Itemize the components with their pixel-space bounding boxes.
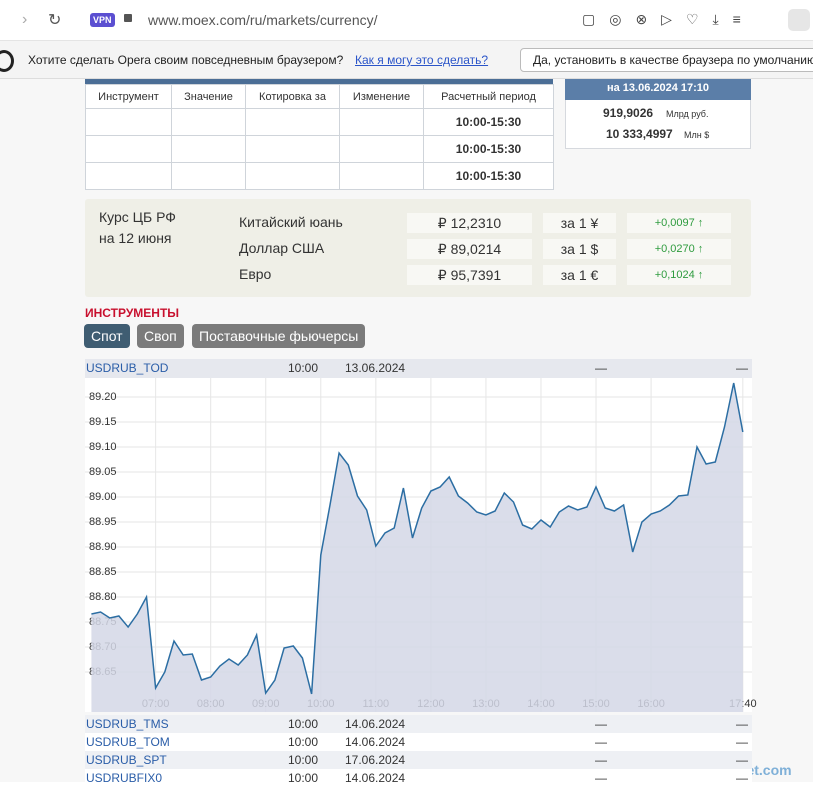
quote-date: 14.06.2024 — [345, 735, 406, 749]
rate-cell: ₽ 95,7391 — [407, 265, 532, 285]
rate-cell: ₽ 89,0214 — [407, 239, 532, 259]
y-tick-label: 89.10 — [89, 441, 117, 453]
y-tick-label: 88.95 — [89, 516, 117, 528]
quote-value: — — [595, 771, 607, 785]
quote-date: 17.06.2024 — [345, 753, 406, 767]
quote-change: — — [736, 717, 748, 731]
ticker-link[interactable]: USDRUBFIX0 — [86, 771, 163, 785]
table-cell — [339, 162, 424, 190]
currency-name: Доллар США — [239, 240, 325, 256]
quote-value: — — [595, 717, 607, 731]
table-cell — [171, 108, 246, 136]
tab[interactable]: Поставочные фьючерсы — [192, 324, 366, 348]
change-cell: +0,0270 ↑ — [627, 239, 731, 259]
quote-row — [85, 715, 752, 733]
quote-row — [85, 751, 752, 769]
lock-icon — [124, 14, 132, 22]
table-cell — [245, 162, 340, 190]
quote-time: 10:00 — [288, 753, 319, 767]
y-tick-label: 88.80 — [89, 591, 117, 603]
area — [91, 383, 743, 712]
quote-change: — — [736, 771, 748, 785]
quote-change: — — [736, 735, 748, 749]
per-cell: за 1 ¥ — [543, 213, 616, 233]
ticker-link[interactable]: USDRUB_SPT — [86, 753, 167, 767]
table-header-cell: Инструмент — [85, 84, 172, 109]
period-cell: 10:00-15:30 — [423, 108, 554, 136]
quote-time: 10:00 — [288, 771, 319, 785]
rate-cell: ₽ 12,2310 — [407, 213, 532, 233]
y-tick-label: 88.85 — [89, 566, 117, 578]
opera-logo — [0, 50, 14, 72]
line — [91, 382, 744, 695]
y-tick-label: 89.05 — [89, 466, 117, 478]
instruments-title: ИНСТРУМЕНТЫ — [85, 306, 180, 320]
table-cell — [85, 108, 172, 136]
period-cell: 10:00-15:30 — [423, 135, 554, 163]
change-cell: +0,1024 ↑ — [627, 265, 731, 285]
table-cell — [171, 135, 246, 163]
forward-button[interactable]: › — [22, 11, 28, 28]
currency-name: Евро — [239, 266, 272, 282]
quote-value: — — [595, 753, 607, 767]
quote-value: — — [595, 361, 607, 375]
reload-button[interactable]: ↻ — [48, 12, 62, 29]
selected-row — [85, 359, 752, 378]
table-header-cell: Расчетный период — [423, 84, 554, 109]
cbr-date: на 12 июня — [99, 230, 172, 246]
table-cell — [85, 135, 172, 163]
default-browser-button[interactable]: Да, установить в качестве браузера по ум… — [520, 48, 813, 72]
table-cell — [245, 135, 340, 163]
quote-date: 14.06.2024 — [345, 717, 406, 731]
quote-time: 10:00 — [288, 735, 319, 749]
profile-button[interactable] — [788, 9, 810, 31]
table-cell — [339, 135, 424, 163]
infobar-text: Хотите сделать Opera своим повседневным … — [28, 53, 344, 67]
quote-time: 10:00 — [288, 361, 319, 375]
infobar-link[interactable]: Как я могу это сделать? — [355, 53, 489, 67]
y-tick-label: 88.90 — [89, 541, 117, 553]
quote-row — [85, 769, 752, 787]
quote-row — [85, 733, 752, 751]
currency-name: Китайский юань — [239, 214, 343, 230]
table-header-cell: Значение — [171, 84, 246, 109]
usd-unit: Млн $ — [684, 130, 710, 140]
volume-header: на 13.06.2024 17:10 — [565, 79, 751, 100]
quote-date: 13.06.2024 — [345, 361, 406, 375]
per-cell: за 1 € — [543, 265, 616, 285]
y-tick-label: 89.15 — [89, 416, 117, 428]
tab[interactable]: Спот — [84, 324, 130, 348]
change-cell: +0,0097 ↑ — [627, 213, 731, 233]
quote-time: 10:00 — [288, 717, 319, 731]
rub-unit: Млрд руб. — [666, 109, 709, 119]
ticker-link[interactable]: USDRUB_TOM — [86, 735, 170, 749]
quote-change: — — [736, 361, 748, 375]
toolbar-icons[interactable]: ▢◎⊗▷♡⤓≡ — [582, 11, 755, 27]
period-cell: 10:00-15:30 — [423, 162, 554, 190]
table-cell — [339, 108, 424, 136]
toolbar — [0, 0, 813, 41]
table-cell — [171, 162, 246, 190]
address-bar[interactable]: www.moex.com/ru/markets/currency/ — [148, 12, 378, 28]
cbr-title: Курс ЦБ РФ — [99, 209, 176, 225]
table-header-band — [85, 79, 553, 84]
table-cell — [85, 162, 172, 190]
tab[interactable]: Своп — [137, 324, 184, 348]
table-header-cell: Котировка за — [245, 84, 340, 109]
table-cell — [245, 108, 340, 136]
usd-value: 10 333,4997 — [606, 127, 673, 141]
quote-value: — — [595, 735, 607, 749]
per-cell: за 1 $ — [543, 239, 616, 259]
vpn-badge[interactable]: VPN — [90, 13, 115, 27]
quote-date: 14.06.2024 — [345, 771, 406, 785]
rub-value: 919,9026 — [603, 106, 654, 120]
quote-change: — — [736, 753, 748, 767]
y-tick-label: 89.20 — [89, 391, 117, 403]
y-tick-label: 89.00 — [89, 491, 117, 503]
table-header-cell: Изменение — [339, 84, 424, 109]
ticker-link[interactable]: USDRUB_TOD — [86, 361, 169, 375]
ticker-link[interactable]: USDRUB_TMS — [86, 717, 169, 731]
